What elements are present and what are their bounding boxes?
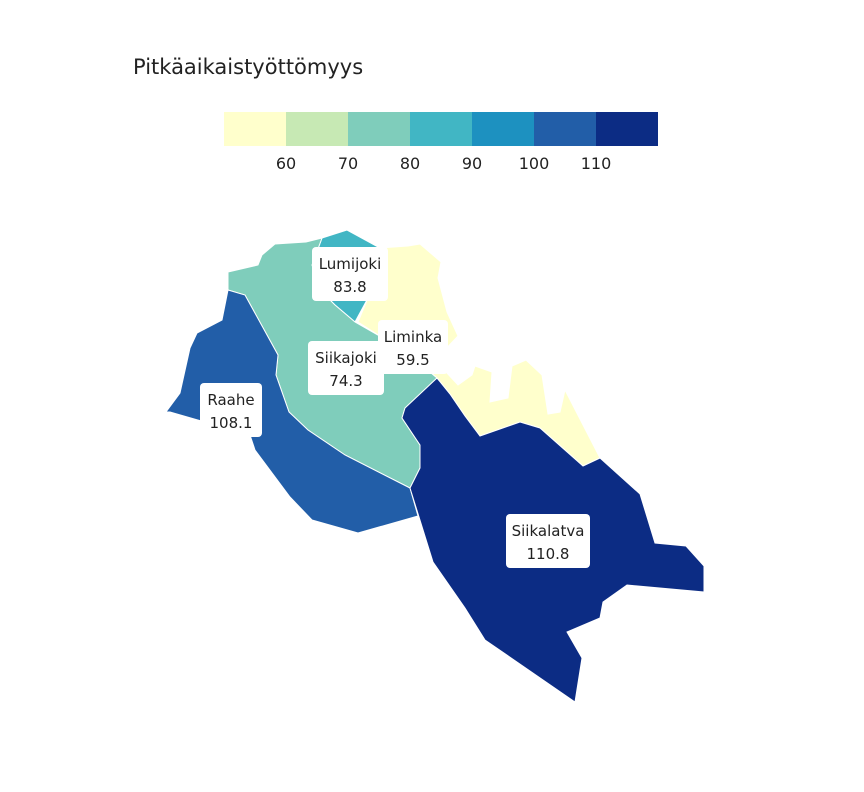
legend-tick-label: 80 (399, 154, 421, 173)
legend-swatches (224, 112, 658, 146)
region-labels: Lumijoki 83.8 Liminka 59.5 Siikajoki 74.3 Raah… (200, 247, 590, 568)
label-box (200, 383, 262, 437)
legend-ticks: 60 70 80 90 100 110 (224, 146, 658, 173)
label-box (312, 247, 388, 301)
region-value-label: 83.8 (333, 278, 366, 296)
region-value-label: 59.5 (396, 351, 429, 369)
legend-swatch (348, 112, 410, 146)
legend-swatch (224, 112, 286, 146)
region-shapes (165, 229, 705, 703)
region-label-siikajoki: Siikajoki 74.3 (308, 341, 384, 395)
legend-swatch (472, 112, 534, 146)
region-value-label: 110.8 (527, 545, 570, 563)
region-label-siikalatva: Siikalatva 110.8 (506, 514, 590, 568)
legend-tick-label: 90 (461, 154, 483, 173)
region-name-label: Siikajoki (315, 349, 377, 367)
map-title: Pitkäaikaistyöttömyys (133, 55, 364, 79)
region-value-label: 108.1 (210, 414, 253, 432)
color-legend: 60 70 80 90 100 110 (224, 112, 658, 173)
legend-tick-label: 100 (518, 154, 550, 173)
label-box (378, 320, 448, 374)
legend-swatch (596, 112, 658, 146)
legend-tick-label: 70 (337, 154, 359, 173)
legend-tick-label: 110 (580, 154, 612, 173)
region-name-label: Lumijoki (319, 255, 382, 273)
label-box (506, 514, 590, 568)
region-label-liminka: Liminka 59.5 (378, 320, 448, 374)
region-value-label: 74.3 (329, 372, 362, 390)
region-label-raahe: Raahe 108.1 (200, 383, 262, 437)
region-name-label: Liminka (384, 328, 442, 346)
region-label-lumijoki: Lumijoki 83.8 (312, 247, 388, 301)
region-name-label: Siikalatva (512, 522, 585, 540)
region-raahe[interactable] (165, 289, 419, 534)
legend-swatch (286, 112, 348, 146)
label-box (308, 341, 384, 395)
legend-tick-label: 60 (275, 154, 297, 173)
legend-swatch (534, 112, 596, 146)
region-name-label: Raahe (207, 391, 254, 409)
legend-swatch (410, 112, 472, 146)
